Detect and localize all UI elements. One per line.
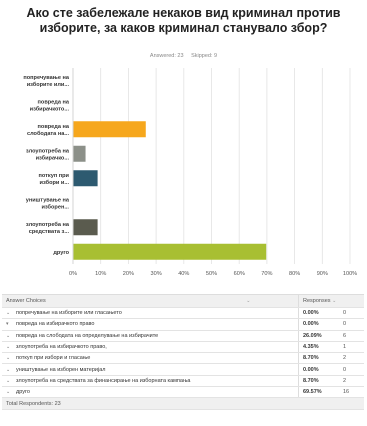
- bar[interactable]: [73, 121, 146, 138]
- bar[interactable]: [73, 170, 98, 187]
- answer-choice-label: поткуп при избори и гласање: [16, 355, 91, 362]
- category-label: повреда на слободата на...: [27, 124, 70, 137]
- category-label: злоупотреба на избирачко...: [26, 147, 70, 161]
- x-tick-label: 80%: [289, 271, 300, 277]
- table-row[interactable]: ▾ повреда на избирачкото право 0.00% 0: [2, 318, 364, 331]
- x-tick-label: 90%: [317, 271, 328, 277]
- table-row[interactable]: ⌄ попречување на изборите или гласањето 0.…: [2, 307, 364, 320]
- response-count: 16: [340, 386, 364, 399]
- table-row[interactable]: ⌄ злоупотреба на избирачкото право, 4.35% 1: [2, 341, 364, 354]
- answer-choice-cell: ⌄ попречување на изборите или гласањето: [2, 307, 299, 320]
- answer-choice-cell: ⌄ повреда на слободата на определување на…: [2, 330, 299, 342]
- answer-choice-label: злоупотреба на избирачкото право,: [16, 344, 107, 351]
- expand-chevron-icon[interactable]: ⌄: [6, 344, 11, 351]
- category-label: поткуп при избори и...: [39, 173, 70, 186]
- table-row[interactable]: ⌄ повреда на слободата на определување на…: [2, 330, 364, 342]
- x-tick-label: 50%: [206, 271, 217, 277]
- answer-choice-cell: ⌄ уништување на изборен материјал: [2, 363, 299, 376]
- response-percent: 0.00%: [300, 307, 340, 320]
- category-label: уништување на изборен...: [26, 197, 70, 210]
- expand-chevron-icon[interactable]: ⌄: [6, 310, 11, 317]
- response-percent: 4.35%: [300, 341, 340, 354]
- expand-chevron-icon[interactable]: ⌄: [6, 389, 11, 396]
- expand-chevron-icon[interactable]: ⌄: [6, 377, 11, 384]
- category-label: друго: [53, 250, 69, 256]
- response-percent: 69.57%: [300, 386, 340, 399]
- category-label: попречување на изборите или...: [23, 75, 70, 88]
- table-row[interactable]: ⌄ злоупотреба на средствата за финансирањ…: [2, 375, 364, 388]
- total-respondents: Total Respondents: 23: [2, 397, 364, 410]
- responses-sort-icon[interactable]: ⌄: [332, 298, 337, 304]
- expand-chevron-icon[interactable]: ⌄: [6, 355, 11, 362]
- table-row[interactable]: ⌄ друго 69.57% 16: [2, 386, 364, 399]
- x-tick-label: 10%: [95, 271, 106, 277]
- category-label: злоупотреба на средствата з...: [26, 221, 70, 235]
- response-count: 0: [340, 363, 364, 376]
- answer-choice-cell: ▾ повреда на избирачкото право: [2, 318, 299, 331]
- x-tick-label: 100%: [343, 271, 357, 277]
- answer-choice-cell: ⌄ злоупотреба на избирачкото право,: [2, 341, 299, 354]
- answer-choice-label: попречување на изборите или гласањето: [16, 310, 122, 317]
- response-count: 0: [340, 318, 364, 331]
- responses-table: Answer Choices ⌄ Responses ⌄ ⌄ попречувањ…: [2, 294, 364, 410]
- answer-choice-label: повреда на избирачкото право: [16, 321, 95, 328]
- response-count: 1: [340, 341, 364, 354]
- answer-choice-label: злоупотреба на средствата за финансирање…: [16, 377, 191, 384]
- bar[interactable]: [73, 219, 98, 236]
- x-tick-label: 40%: [178, 271, 189, 277]
- response-count: 6: [340, 330, 364, 342]
- bar[interactable]: [73, 145, 86, 162]
- response-percent: 0.00%: [300, 363, 340, 376]
- x-tick-label: 60%: [234, 271, 245, 277]
- response-percent: 0.00%: [300, 318, 340, 331]
- answer-choices-header[interactable]: Answer Choices: [2, 294, 244, 308]
- response-percent: 8.70%: [300, 352, 340, 365]
- response-summary: Answered: 23 Skipped: 9: [0, 53, 367, 59]
- answer-choice-cell: ⌄ злоупотреба на средствата за финансирањ…: [2, 375, 299, 388]
- expand-chevron-icon[interactable]: ⌄: [6, 366, 11, 373]
- x-tick-label: 70%: [261, 271, 272, 277]
- table-row[interactable]: ⌄ уништување на изборен материјал 0.00% 0: [2, 363, 364, 376]
- x-tick-label: 30%: [150, 271, 161, 277]
- x-tick-label: 20%: [123, 271, 134, 277]
- responses-header[interactable]: Responses ⌄: [300, 294, 364, 308]
- skipped-count: Skipped: 9: [191, 53, 218, 59]
- table-header-row: Answer Choices ⌄ Responses ⌄: [2, 294, 364, 308]
- category-label: повреда на избирачкото...: [30, 99, 70, 112]
- bar[interactable]: [73, 243, 267, 260]
- answer-choice-cell: ⌄ поткуп при избори и гласање: [2, 352, 299, 365]
- answered-count: Answered: 23: [149, 53, 184, 59]
- table-row[interactable]: ⌄ поткуп при избори и гласање 8.70% 2: [2, 352, 364, 365]
- x-tick-label: 0%: [69, 271, 77, 277]
- question-title: Ако сте забележале некаков вид криминал …: [26, 6, 341, 35]
- answer-choice-label: уништување на изборен материјал: [16, 366, 106, 373]
- response-percent: 8.70%: [300, 375, 340, 388]
- expand-chevron-icon[interactable]: ⌄: [6, 332, 11, 339]
- answer-choice-label: повреда на слободата на определување на …: [16, 332, 159, 339]
- response-count: 2: [340, 375, 364, 388]
- response-count: 0: [340, 307, 364, 320]
- bar-chart: 0% 10% 20% 30% 40% 50% 60% 70% 80% 90% 100% попречу…: [23, 68, 357, 277]
- answer-choices-sort-icon[interactable]: ⌄: [243, 294, 299, 308]
- answer-choice-label: друго: [16, 389, 30, 396]
- answer-choice-cell: ⌄ друго: [2, 386, 299, 399]
- expand-chevron-icon[interactable]: ▾: [6, 321, 9, 328]
- response-percent: 26.09%: [300, 330, 340, 342]
- total-respondents-row: Total Respondents: 23: [2, 397, 364, 410]
- response-count: 2: [340, 352, 364, 365]
